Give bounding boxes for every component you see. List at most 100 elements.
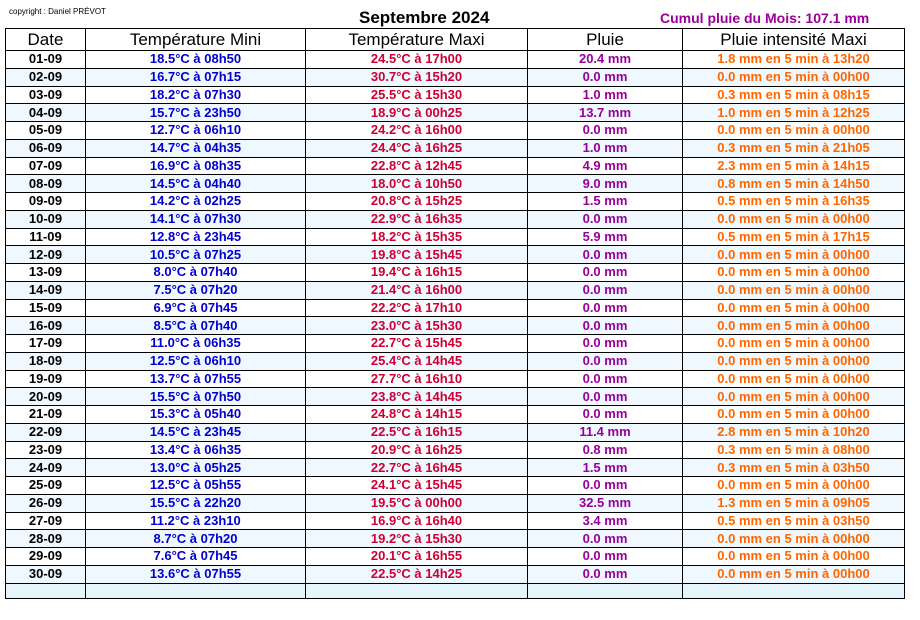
column-header-min-temp: Température Mini: [85, 28, 306, 51]
cell-rain-intensity: 0.5 mm en 5 min à 17h15: [682, 227, 905, 247]
table-row: 23-09 13.4°C à 06h35 20.9°C à 16h25 0.8 mm 0…: [5, 440, 905, 460]
cell-date: 30-09: [5, 564, 86, 584]
table-row: 24-09 13.0°C à 05h25 22.7°C à 16h45 1.5 mm 0…: [5, 458, 905, 477]
cell-min-temp: 8.0°C à 07h40: [85, 263, 306, 282]
table-row: 01-09 18.5°C à 08h50 24.5°C à 17h00 20.4 mm…: [5, 50, 905, 69]
cell-rain-intensity: 0.0 mm en 5 min à 00h00: [682, 209, 905, 229]
cell-max-temp: 22.5°C à 14h25: [305, 564, 528, 584]
table-row: 02-09 16.7°C à 07h15 30.7°C à 15h20 0.0 mm 0…: [5, 67, 905, 87]
cell-min-temp: 14.5°C à 23h45: [85, 422, 306, 442]
cell-max-temp: 22.2°C à 17h10: [305, 298, 528, 318]
cell-min-temp: 16.9°C à 08h35: [85, 156, 306, 176]
table-row: 07-09 16.9°C à 08h35 22.8°C à 12h45 4.9 mm 2…: [5, 156, 905, 176]
cell-rain: 3.4 mm: [527, 511, 683, 531]
cell-date: 05-09: [5, 121, 86, 140]
table-row: 05-09 12.7°C à 06h10 24.2°C à 16h00 0.0 mm 0…: [5, 121, 905, 140]
cell-min-temp: 15.7°C à 23h50: [85, 103, 306, 122]
cell-rain: 0.0 mm: [527, 547, 683, 566]
cell-max-temp: 30.7°C à 15h20: [305, 67, 528, 87]
cell-rain-intensity: 0.0 mm en 5 min à 00h00: [682, 334, 905, 353]
cell-min-temp: 14.5°C à 04h40: [85, 174, 306, 193]
cell-max-temp: 27.7°C à 16h10: [305, 369, 528, 389]
column-header-date: Date: [5, 28, 86, 51]
cell-date: 11-09: [5, 227, 86, 247]
table-row: 19-09 13.7°C à 07h55 27.7°C à 16h10 0.0 mm 0…: [5, 369, 905, 389]
cell-max-temp: 20.1°C à 16h55: [305, 547, 528, 566]
table-row: 21-09 15.3°C à 05h40 24.8°C à 14h15 0.0 mm 0…: [5, 405, 905, 424]
cell-rain-intensity: 0.5 mm en 5 min à 03h50: [682, 511, 905, 531]
cell-rain-intensity: 0.0 mm en 5 min à 00h00: [682, 316, 905, 335]
cell-rain: 0.0 mm: [527, 245, 683, 264]
cell-max-temp: 24.5°C à 17h00: [305, 50, 528, 69]
table-row: 17-09 11.0°C à 06h35 22.7°C à 15h45 0.0 mm 0…: [5, 334, 905, 353]
cell-min-temp: 15.5°C à 07h50: [85, 387, 306, 406]
cell-rain-intensity: 0.0 mm en 5 min à 00h00: [682, 121, 905, 140]
cell-min-temp: 12.5°C à 05h55: [85, 476, 306, 495]
cell-date: 24-09: [5, 458, 86, 477]
cell-rain-intensity: 0.0 mm en 5 min à 00h00: [682, 547, 905, 566]
empty-cell: [85, 582, 306, 599]
cell-min-temp: 12.8°C à 23h45: [85, 227, 306, 247]
cell-date: 10-09: [5, 209, 86, 229]
page-title: Septembre 2024: [359, 8, 490, 27]
cell-rain-intensity: 2.3 mm en 5 min à 14h15: [682, 156, 905, 176]
table-row: 25-09 12.5°C à 05h55 24.1°C à 15h45 0.0 mm 0…: [5, 476, 905, 495]
table-row: 22-09 14.5°C à 23h45 22.5°C à 16h15 11.4 mm…: [5, 422, 905, 442]
cell-rain: 0.0 mm: [527, 387, 683, 406]
cell-min-temp: 11.2°C à 23h10: [85, 511, 306, 531]
cell-date: 01-09: [5, 50, 86, 69]
cell-max-temp: 19.2°C à 15h30: [305, 529, 528, 548]
cell-max-temp: 23.8°C à 14h45: [305, 387, 528, 406]
cell-min-temp: 14.1°C à 07h30: [85, 209, 306, 229]
cell-max-temp: 24.1°C à 15h45: [305, 476, 528, 495]
cell-rain: 1.0 mm: [527, 85, 683, 105]
cell-rain: 0.8 mm: [527, 440, 683, 460]
cell-date: 21-09: [5, 405, 86, 424]
cell-max-temp: 24.2°C à 16h00: [305, 121, 528, 140]
cell-rain-intensity: 0.0 mm en 5 min à 00h00: [682, 405, 905, 424]
table-header-row: Date Température Mini Température Maxi P…: [5, 28, 905, 51]
cell-min-temp: 8.7°C à 07h20: [85, 529, 306, 548]
table-body: 01-09 18.5°C à 08h50 24.5°C à 17h00 20.4 mm…: [5, 50, 905, 599]
cell-rain-intensity: 0.0 mm en 5 min à 00h00: [682, 564, 905, 584]
cell-rain: 0.0 mm: [527, 263, 683, 282]
table-row: 03-09 18.2°C à 07h30 25.5°C à 15h30 1.0 mm 0…: [5, 85, 905, 105]
table-row: 04-09 15.7°C à 23h50 18.9°C à 00h25 13.7 mm…: [5, 103, 905, 122]
cell-rain-intensity: 0.0 mm en 5 min à 00h00: [682, 529, 905, 548]
cell-min-temp: 15.3°C à 05h40: [85, 405, 306, 424]
cell-rain: 0.0 mm: [527, 564, 683, 584]
cell-max-temp: 22.5°C à 16h15: [305, 422, 528, 442]
cell-min-temp: 10.5°C à 07h25: [85, 245, 306, 264]
cell-max-temp: 19.5°C à 00h00: [305, 493, 528, 513]
cell-rain-intensity: 0.3 mm en 5 min à 21h05: [682, 138, 905, 158]
cell-max-temp: 19.8°C à 15h45: [305, 245, 528, 264]
cell-rain: 0.0 mm: [527, 280, 683, 300]
table-row: 11-09 12.8°C à 23h45 18.2°C à 15h35 5.9 mm 0…: [5, 227, 905, 247]
cell-date: 23-09: [5, 440, 86, 460]
cell-date: 18-09: [5, 351, 86, 371]
cell-max-temp: 24.4°C à 16h25: [305, 138, 528, 158]
table-row: 27-09 11.2°C à 23h10 16.9°C à 16h40 3.4 mm 0…: [5, 511, 905, 531]
cell-min-temp: 18.2°C à 07h30: [85, 85, 306, 105]
cell-max-temp: 22.9°C à 16h35: [305, 209, 528, 229]
cell-min-temp: 16.7°C à 07h15: [85, 67, 306, 87]
cell-date: 09-09: [5, 192, 86, 211]
cell-rain: 13.7 mm: [527, 103, 683, 122]
cell-rain: 0.0 mm: [527, 405, 683, 424]
cell-max-temp: 25.4°C à 14h45: [305, 351, 528, 371]
cell-max-temp: 18.9°C à 00h25: [305, 103, 528, 122]
cell-max-temp: 22.8°C à 12h45: [305, 156, 528, 176]
cell-rain: 1.5 mm: [527, 458, 683, 477]
cell-min-temp: 7.5°C à 07h20: [85, 280, 306, 300]
cell-rain: 1.5 mm: [527, 192, 683, 211]
cell-date: 19-09: [5, 369, 86, 389]
cell-rain-intensity: 0.3 mm en 5 min à 08h00: [682, 440, 905, 460]
cell-rain-intensity: 0.0 mm en 5 min à 00h00: [682, 280, 905, 300]
table-row: 10-09 14.1°C à 07h30 22.9°C à 16h35 0.0 mm 0…: [5, 209, 905, 229]
table-row: 06-09 14.7°C à 04h35 24.4°C à 16h25 1.0 mm 0…: [5, 138, 905, 158]
cell-min-temp: 7.6°C à 07h45: [85, 547, 306, 566]
cell-max-temp: 23.0°C à 15h30: [305, 316, 528, 335]
cell-date: 12-09: [5, 245, 86, 264]
cell-rain: 20.4 mm: [527, 50, 683, 69]
cell-date: 28-09: [5, 529, 86, 548]
